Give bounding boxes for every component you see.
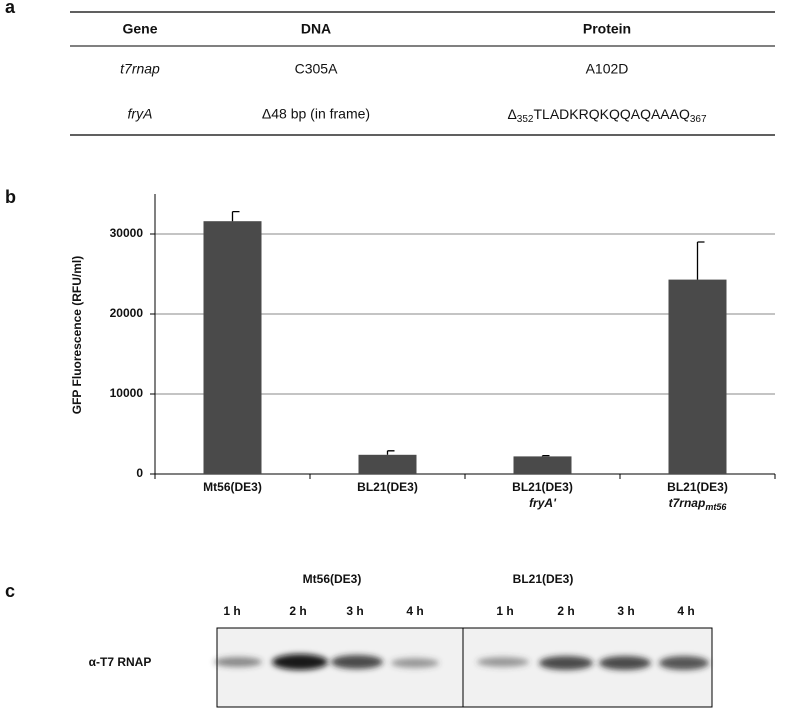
bands bbox=[214, 654, 709, 670]
bar bbox=[358, 454, 417, 474]
y-tick-label: 20000 bbox=[110, 306, 144, 320]
panel-label: c bbox=[5, 581, 15, 601]
antibody-label: α-T7 RNAP bbox=[89, 655, 152, 669]
position-start: 352 bbox=[517, 114, 534, 125]
lane-label: 3 h bbox=[346, 604, 363, 618]
note-text: t7rnap bbox=[669, 496, 706, 510]
band bbox=[214, 657, 262, 667]
symbol: Δ bbox=[507, 106, 516, 122]
y-tick-label: 30000 bbox=[110, 226, 144, 240]
chart: 0 10000 20000 30000 Mt56(DE3) BL21(DE3) BL21(D… bbox=[110, 194, 776, 512]
table-header: DNA bbox=[301, 21, 331, 37]
error-bar bbox=[541, 454, 550, 457]
note-subscript: mt56 bbox=[705, 502, 727, 512]
lane-label: 4 h bbox=[677, 604, 694, 618]
panel-label: b bbox=[5, 187, 16, 207]
table: Gene DNA Protein t7rnap C305A A102D fryA Δ48 bp… bbox=[120, 21, 707, 125]
table-cell: fryA bbox=[128, 106, 153, 122]
position-end: 367 bbox=[690, 114, 707, 125]
error-bar bbox=[231, 210, 240, 222]
x-tick-label: Mt56(DE3) bbox=[203, 480, 262, 494]
y-tick-label: 0 bbox=[136, 466, 143, 480]
lane-label: 4 h bbox=[406, 604, 423, 618]
band bbox=[272, 654, 328, 670]
lane-label: 1 h bbox=[223, 604, 240, 618]
table-cell: C305A bbox=[295, 61, 338, 77]
table-header: Protein bbox=[583, 21, 631, 37]
lane-label: 3 h bbox=[617, 604, 634, 618]
strain-label: BL21(DE3) bbox=[513, 572, 574, 586]
sequence: TLADKRQKQQAQAAAQ bbox=[533, 106, 689, 122]
x-tick-label: BL21(DE3) bbox=[357, 480, 418, 494]
band bbox=[659, 656, 709, 670]
x-tick-note: fryA' bbox=[529, 496, 557, 510]
bar bbox=[513, 456, 572, 474]
x-tick-label: BL21(DE3) bbox=[512, 480, 573, 494]
band bbox=[539, 656, 593, 670]
error-bar bbox=[386, 450, 395, 455]
bar bbox=[668, 279, 727, 474]
table-cell: Δ352TLADKRQKQQAQAAAQ367 bbox=[507, 106, 707, 125]
y-axis-label: GFP Fluorescence (RFU/ml) bbox=[70, 256, 84, 414]
x-tick-note: t7rnapmt56 bbox=[669, 496, 728, 512]
y-tick-label: 10000 bbox=[110, 386, 144, 400]
band bbox=[599, 656, 651, 670]
lane-label: 1 h bbox=[496, 604, 513, 618]
error-bar bbox=[696, 241, 705, 280]
lane-label: 2 h bbox=[557, 604, 574, 618]
note-text: fryA' bbox=[529, 496, 557, 510]
strain-label: Mt56(DE3) bbox=[303, 572, 362, 586]
table-header: Gene bbox=[122, 21, 157, 37]
band bbox=[331, 655, 383, 669]
x-tick-label: BL21(DE3) bbox=[667, 480, 728, 494]
lane-label: 2 h bbox=[289, 604, 306, 618]
panel-label: a bbox=[5, 0, 16, 17]
table-cell: Δ48 bp (in frame) bbox=[262, 106, 370, 122]
table-cell: A102D bbox=[586, 61, 629, 77]
table-cell: t7rnap bbox=[120, 61, 160, 77]
band bbox=[391, 658, 439, 668]
blot: Mt56(DE3) 1 h 2 h 3 h 4 h BL21(DE3) 1 h 2 h 3 h 4… bbox=[214, 572, 713, 708]
band bbox=[477, 657, 529, 667]
bar bbox=[203, 221, 262, 474]
